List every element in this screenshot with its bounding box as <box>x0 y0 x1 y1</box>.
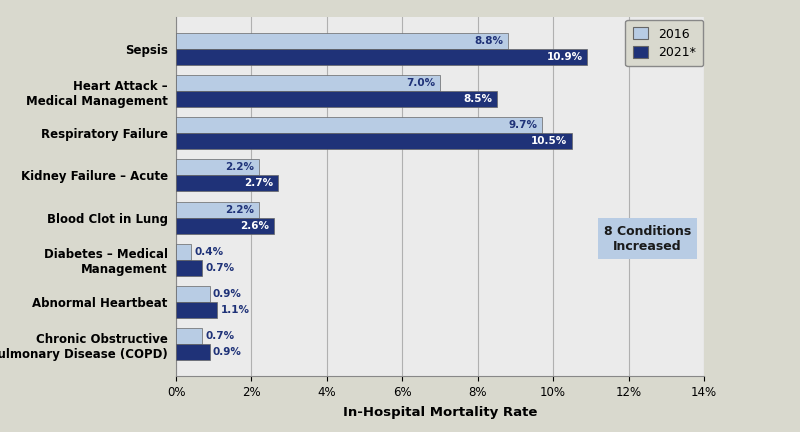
Bar <box>176 133 572 149</box>
Bar <box>176 328 202 344</box>
Text: 9.7%: 9.7% <box>508 120 538 130</box>
Bar <box>176 286 210 302</box>
Bar <box>176 117 542 133</box>
X-axis label: In-Hospital Mortality Rate: In-Hospital Mortality Rate <box>343 406 537 419</box>
Bar <box>176 159 259 175</box>
Bar <box>176 244 191 260</box>
Text: 0.9%: 0.9% <box>213 347 242 357</box>
Bar <box>176 91 497 107</box>
Text: 8.5%: 8.5% <box>463 94 492 104</box>
Bar <box>176 75 440 91</box>
Bar <box>176 49 587 65</box>
Text: 0.7%: 0.7% <box>206 263 234 273</box>
Text: 1.1%: 1.1% <box>221 305 250 315</box>
Text: 8.8%: 8.8% <box>474 36 503 46</box>
Legend: 2016, 2021*: 2016, 2021* <box>625 20 703 67</box>
Bar <box>176 218 274 234</box>
Text: 2.2%: 2.2% <box>226 162 254 172</box>
Text: 10.5%: 10.5% <box>531 137 567 146</box>
Bar <box>176 302 218 318</box>
Bar <box>176 33 508 49</box>
Text: 7.0%: 7.0% <box>406 78 435 88</box>
Bar <box>176 175 278 191</box>
Text: 2.2%: 2.2% <box>226 205 254 215</box>
Text: 8 Conditions
Increased: 8 Conditions Increased <box>604 225 691 253</box>
Text: 10.9%: 10.9% <box>546 52 582 62</box>
Text: 0.4%: 0.4% <box>194 247 223 257</box>
Text: 0.7%: 0.7% <box>206 331 234 341</box>
Text: 2.6%: 2.6% <box>241 221 270 231</box>
Text: 2.7%: 2.7% <box>244 178 274 188</box>
Bar <box>176 260 202 276</box>
Bar <box>176 202 259 218</box>
Bar <box>176 344 210 360</box>
Text: 0.9%: 0.9% <box>213 289 242 299</box>
